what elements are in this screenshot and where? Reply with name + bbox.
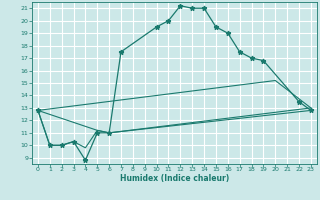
X-axis label: Humidex (Indice chaleur): Humidex (Indice chaleur): [120, 174, 229, 183]
